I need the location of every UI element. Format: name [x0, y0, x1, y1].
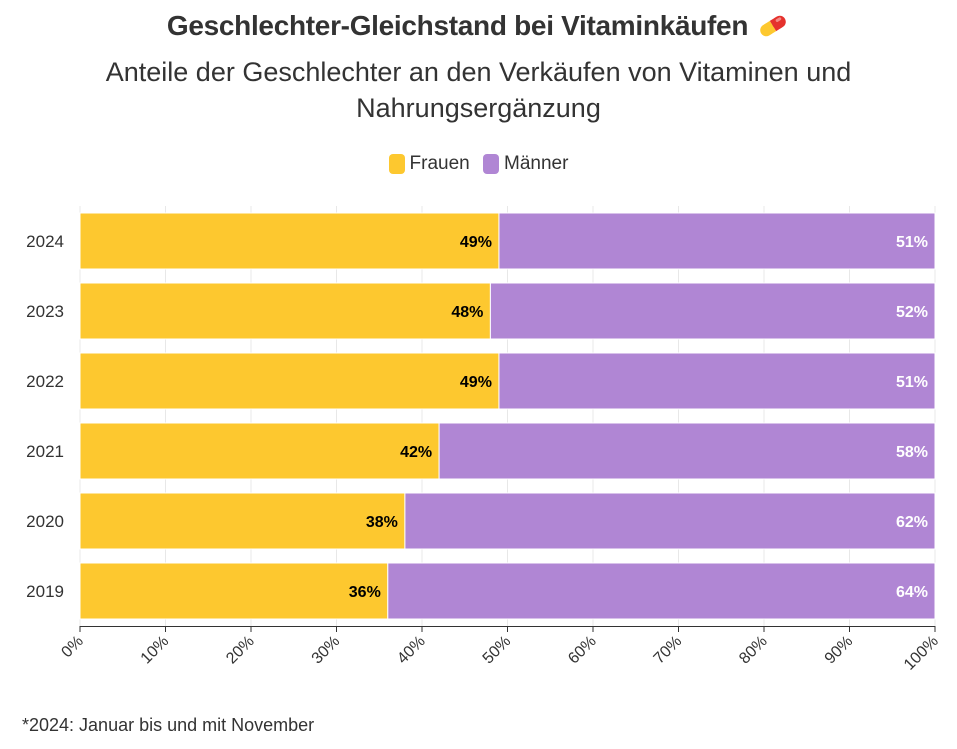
data-label-frauen: 36% [349, 584, 381, 601]
chart-subtitle: Anteile der Geschlechter an den Verkäufe… [105, 57, 852, 123]
chart-title-text: Geschlechter-Gleichstand bei Vitaminkäuf… [166, 10, 749, 41]
bar-frauen [79, 282, 491, 340]
data-label-maenner: 52% [896, 304, 928, 321]
legend-item-frauen[interactable]: Frauen [388, 153, 470, 175]
bar-maenner [438, 422, 936, 480]
y-category-label: 2022 [26, 372, 64, 391]
x-tick-label: 50% [480, 633, 515, 668]
bar-maenner [498, 212, 936, 270]
x-tick-label: 30% [309, 633, 344, 668]
legend-item-maenner[interactable]: Männer [483, 153, 568, 175]
x-tick-label: 10% [138, 633, 173, 668]
data-label-maenner: 58% [896, 444, 928, 461]
data-label-frauen: 48% [451, 304, 483, 321]
bar-chart: 0% 10% 20% 30% 40% 50% 60% 70% 80% 90% 100% 2024 49%… [26, 206, 942, 674]
legend-label-maenner: Männer [504, 153, 569, 174]
x-tick-label: 80% [736, 633, 771, 668]
data-label-frauen: 38% [366, 514, 398, 531]
x-tick-label: 100% [901, 633, 942, 674]
data-label-maenner: 64% [896, 584, 928, 601]
data-label-maenner: 62% [896, 514, 928, 531]
data-label-maenner: 51% [896, 374, 928, 391]
data-label-frauen: 49% [460, 234, 492, 251]
data-label-frauen: 49% [460, 374, 492, 391]
x-tick-label: 70% [651, 633, 686, 668]
bar-maenner [404, 492, 936, 550]
footnote: *2024: Januar bis und mit November [22, 715, 315, 735]
chart-title: Geschlechter-Gleichstand bei Vitaminkäuf… [0, 10, 957, 44]
x-tick-label: 60% [565, 633, 600, 668]
legend-swatch-maenner [483, 154, 500, 174]
x-tick-label: 90% [822, 633, 857, 668]
bar-frauen [79, 422, 440, 480]
chart-legend: Frauen Männer [0, 153, 957, 180]
x-tick-label: 40% [394, 633, 429, 668]
data-label-maenner: 51% [896, 234, 928, 251]
y-category-label: 2024 [26, 232, 64, 251]
legend-label-frauen: Frauen [409, 153, 470, 174]
bar-frauen [79, 212, 500, 270]
legend-swatch-frauen [388, 154, 405, 174]
x-tick-label: 20% [223, 633, 258, 668]
bar-maenner [489, 282, 936, 340]
bar-frauen [79, 562, 389, 620]
data-label-frauen: 42% [400, 444, 432, 461]
y-category-label: 2021 [26, 442, 64, 461]
bar-frauen [79, 492, 406, 550]
bar-frauen [79, 352, 500, 410]
x-tick-label: 0% [58, 633, 86, 661]
bar-maenner [387, 562, 936, 620]
bar-maenner [498, 352, 936, 410]
y-category-label: 2019 [26, 582, 64, 601]
pill-icon [756, 12, 790, 44]
y-category-label: 2023 [26, 302, 64, 321]
y-category-label: 2020 [26, 512, 64, 531]
